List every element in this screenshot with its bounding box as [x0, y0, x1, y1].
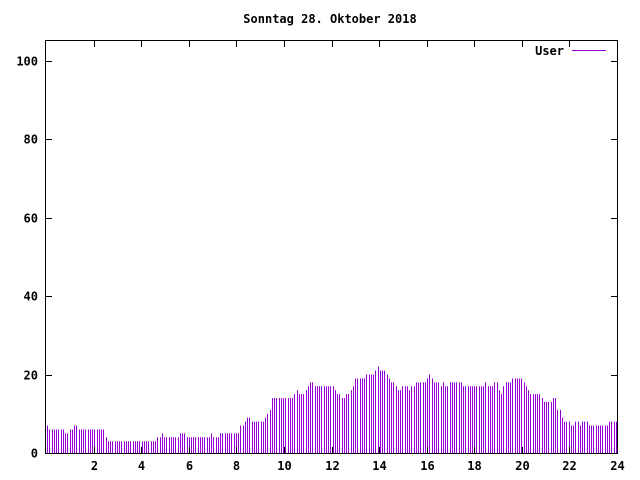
chart-title: Sonntag 28. Oktober 2018 [243, 12, 416, 26]
legend-label-user: User [535, 44, 564, 58]
y-tick-label-60: 60 [24, 212, 38, 226]
y-tick-label-20: 20 [24, 369, 38, 383]
x-tick-label-14: 14 [372, 459, 386, 473]
y-tick-label-80: 80 [24, 133, 38, 147]
bars-group [47, 366, 617, 453]
x-tick-label-6: 6 [186, 459, 193, 473]
x-tick-label-18: 18 [467, 459, 481, 473]
legend: User [535, 44, 606, 58]
y-tick-label-0: 0 [31, 447, 38, 461]
x-tick-label-16: 16 [420, 459, 434, 473]
x-tick-label-12: 12 [325, 459, 339, 473]
y-tick-label-100: 100 [16, 55, 38, 69]
x-tick-label-2: 2 [91, 459, 98, 473]
x-tick-label-20: 20 [515, 459, 529, 473]
x-axis: 2 4 6 8 10 12 14 16 18 20 22 24 [91, 41, 625, 473]
y-tick-label-40: 40 [24, 290, 38, 304]
x-tick-label-22: 22 [562, 459, 576, 473]
x-tick-label-10: 10 [277, 459, 291, 473]
x-tick-label-8: 8 [233, 459, 240, 473]
y-axis: 0 20 40 60 80 100 [16, 55, 617, 461]
x-tick-label-24: 24 [610, 459, 624, 473]
x-tick-label-4: 4 [138, 459, 145, 473]
plot-frame [45, 40, 618, 454]
